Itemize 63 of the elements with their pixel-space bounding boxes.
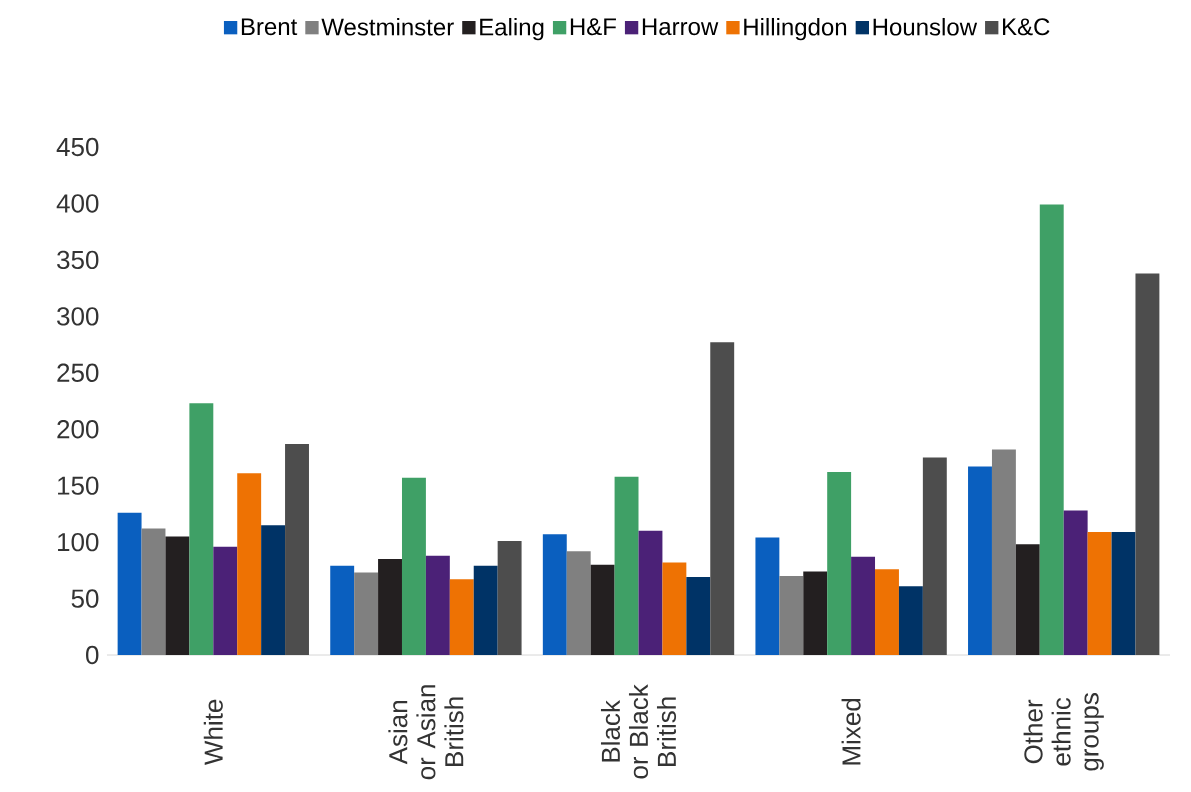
legend-label: K&C — [1003, 18, 1050, 36]
bar — [425, 555, 450, 655]
bar — [141, 528, 166, 655]
y-tick-label: 350 — [57, 250, 99, 270]
bar — [827, 472, 852, 655]
bar — [354, 572, 379, 655]
bar — [401, 477, 426, 655]
legend-label: Harrow — [642, 18, 719, 36]
bar — [237, 473, 262, 655]
legend-label: Hounslow — [873, 17, 978, 36]
bar — [165, 536, 190, 655]
bar — [710, 342, 735, 655]
bar — [473, 565, 498, 655]
bar — [614, 476, 639, 655]
bar — [779, 575, 804, 655]
bar — [1015, 544, 1040, 655]
legend-label: Hillingdon — [744, 17, 847, 41]
bar — [968, 466, 992, 655]
y-tick-label: 0 — [86, 645, 99, 665]
bar — [189, 403, 214, 655]
y-tick-label: 450 — [56, 137, 99, 157]
bar — [497, 540, 522, 655]
bar — [285, 443, 309, 655]
x-tick-label: Mixed — [841, 698, 861, 765]
x-tick-label: White — [203, 699, 223, 766]
y-tick-label: 400 — [56, 194, 99, 213]
x-tick-label: Black or Black British — [600, 684, 677, 779]
bar — [922, 457, 947, 655]
bar — [686, 577, 711, 655]
y-tick-label: 200 — [57, 420, 99, 439]
bar — [991, 449, 1016, 655]
bar — [875, 569, 899, 655]
legend-label: Ealing — [480, 17, 544, 41]
y-tick-label: 150 — [58, 476, 99, 495]
bar — [851, 556, 876, 655]
bar — [898, 586, 923, 655]
x-tick-label: Other ethnic groups — [1023, 693, 1104, 771]
bar — [803, 571, 828, 655]
bar — [638, 530, 663, 655]
bar — [755, 537, 780, 655]
y-tick-label: 300 — [57, 307, 99, 326]
bar — [566, 551, 591, 655]
y-tick-label: 250 — [57, 363, 99, 382]
bar — [213, 546, 238, 655]
bar — [261, 525, 286, 655]
legend-label: Westminster — [321, 17, 454, 36]
bar — [1087, 531, 1112, 655]
bar — [330, 565, 355, 655]
bar — [1135, 273, 1160, 655]
x-tick-label: Asian or Asian British — [388, 685, 464, 780]
bar — [1039, 204, 1064, 655]
bar — [1111, 531, 1136, 655]
legend-label: H&F — [570, 18, 616, 36]
legend-label: Brent — [241, 18, 298, 36]
bar — [590, 564, 615, 655]
bar — [378, 559, 402, 655]
bar — [449, 579, 474, 655]
bar — [117, 512, 142, 655]
bar — [1063, 510, 1088, 655]
bar — [662, 562, 687, 655]
y-tick-label: 50 — [71, 589, 99, 608]
y-tick-label: 100 — [58, 532, 99, 552]
bar — [542, 534, 567, 655]
